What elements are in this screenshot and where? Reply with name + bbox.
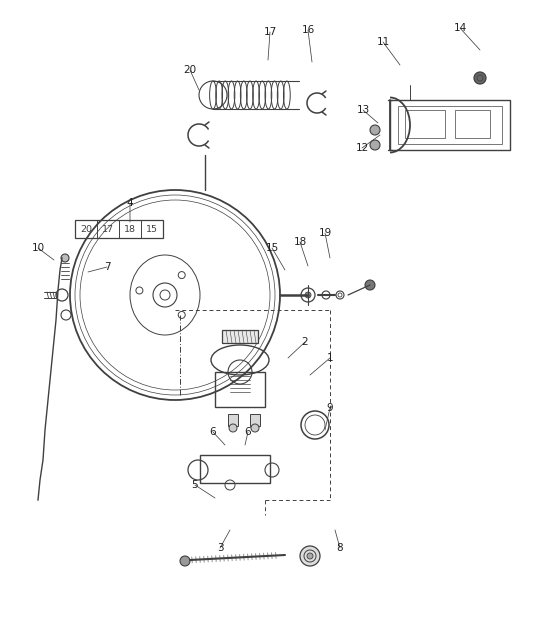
Text: 13: 13 bbox=[356, 105, 370, 115]
Text: 17: 17 bbox=[102, 224, 114, 234]
Bar bbox=[405, 110, 445, 138]
Bar bbox=[228, 414, 238, 426]
Text: 15: 15 bbox=[265, 243, 278, 253]
Bar bbox=[75, 220, 163, 238]
Circle shape bbox=[229, 424, 237, 432]
Text: 20: 20 bbox=[80, 224, 92, 234]
Text: 8: 8 bbox=[337, 543, 343, 553]
Text: 18: 18 bbox=[293, 237, 307, 247]
Circle shape bbox=[300, 546, 320, 566]
Circle shape bbox=[370, 140, 380, 150]
Text: 6: 6 bbox=[210, 427, 216, 437]
Text: 19: 19 bbox=[318, 228, 331, 238]
Text: 3: 3 bbox=[217, 543, 223, 553]
Text: 1: 1 bbox=[326, 353, 334, 363]
Circle shape bbox=[61, 254, 69, 262]
Circle shape bbox=[365, 280, 375, 290]
Text: 11: 11 bbox=[377, 37, 390, 47]
Text: 20: 20 bbox=[184, 65, 197, 75]
Text: 15: 15 bbox=[146, 224, 158, 234]
Text: 18: 18 bbox=[124, 224, 136, 234]
Circle shape bbox=[474, 72, 486, 84]
Text: 14: 14 bbox=[453, 23, 467, 33]
Bar bbox=[222, 330, 258, 343]
Text: 5: 5 bbox=[192, 480, 198, 490]
Text: 16: 16 bbox=[301, 25, 314, 35]
Circle shape bbox=[370, 125, 380, 135]
Text: 10: 10 bbox=[32, 243, 45, 253]
Bar bbox=[215, 372, 265, 407]
Circle shape bbox=[251, 424, 259, 432]
Circle shape bbox=[180, 556, 190, 566]
Bar bbox=[200, 455, 270, 483]
Text: 2: 2 bbox=[302, 337, 308, 347]
Text: 17: 17 bbox=[263, 27, 277, 37]
Text: 6: 6 bbox=[245, 427, 251, 437]
Text: 7: 7 bbox=[104, 262, 110, 272]
Bar bbox=[250, 414, 260, 426]
Bar bbox=[390, 100, 510, 150]
Circle shape bbox=[307, 553, 313, 559]
Bar bbox=[398, 106, 502, 144]
Text: 9: 9 bbox=[326, 403, 334, 413]
Text: 12: 12 bbox=[355, 143, 368, 153]
Bar bbox=[455, 110, 490, 138]
Text: 4: 4 bbox=[126, 198, 134, 208]
Circle shape bbox=[305, 292, 311, 298]
